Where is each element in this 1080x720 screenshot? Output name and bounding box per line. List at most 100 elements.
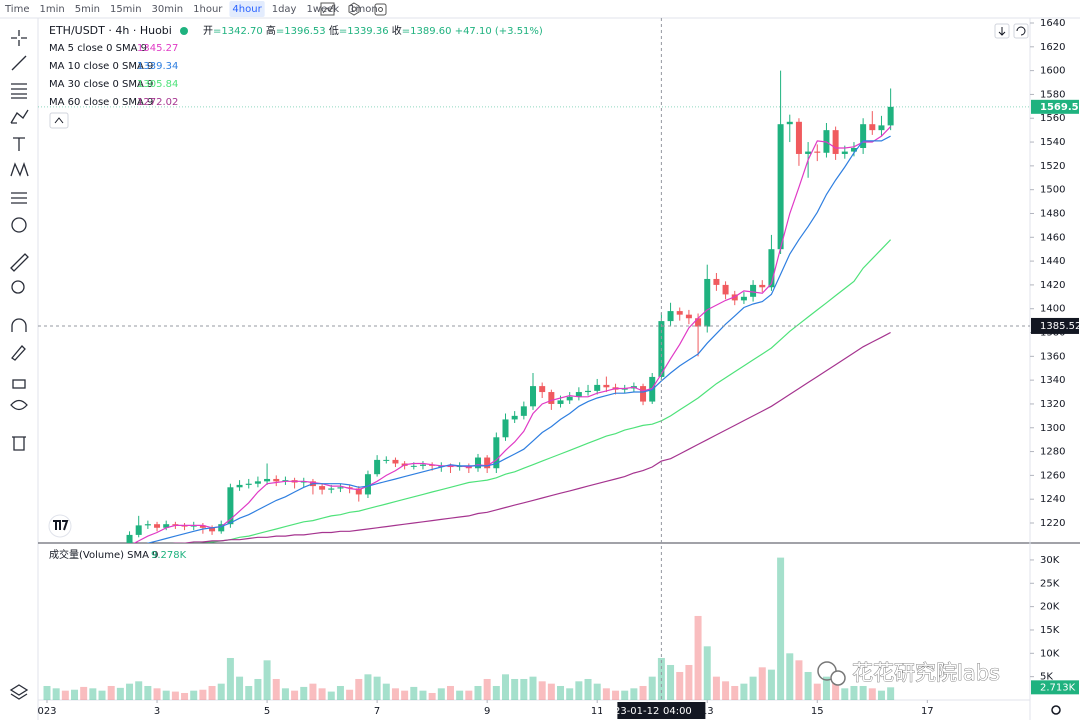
lock-tool[interactable]	[12, 379, 26, 389]
crosshair-tool[interactable]	[11, 30, 27, 46]
volume-bar	[135, 681, 143, 700]
interval-button[interactable]: 1week	[306, 4, 339, 15]
ruler-tool[interactable]	[10, 253, 29, 272]
candle-body	[264, 478, 271, 482]
ma-line	[181, 239, 892, 543]
emoji-tool[interactable]	[11, 217, 27, 233]
prediction-tool[interactable]	[11, 192, 27, 204]
y-tick-label: 1260	[1040, 470, 1065, 481]
volume-bar	[217, 683, 225, 700]
candle-body	[768, 249, 775, 288]
candle-body	[676, 311, 683, 315]
candle-body	[805, 151, 812, 154]
candle-body	[795, 121, 802, 154]
text-tool[interactable]	[13, 137, 25, 151]
magnet-tool[interactable]	[11, 318, 27, 332]
lock-drawing-tool[interactable]	[11, 345, 26, 361]
volume-bar	[382, 683, 390, 700]
readout-value: =1389.60	[402, 26, 452, 37]
volume-bar	[254, 678, 262, 700]
volume-bar	[98, 690, 106, 700]
y-tick-label: 1580	[1040, 89, 1065, 100]
y-tick-label: 1460	[1040, 232, 1065, 243]
legend-name: MA 30 close 0 SMA 9	[49, 79, 153, 90]
icon	[351, 6, 357, 12]
candle-body	[539, 386, 546, 393]
refresh-button[interactable]	[1013, 23, 1029, 39]
x-tick-label: 7	[374, 706, 380, 717]
pattern-tool[interactable]	[10, 162, 29, 177]
candle-body	[786, 121, 793, 125]
interval-button[interactable]: 30min	[152, 4, 184, 15]
legend: ETH/USDT · 4h · Huobi 开=1342.70 高=1396.5…	[49, 24, 543, 561]
y-tick-label: 1280	[1040, 447, 1065, 458]
x-tick-label: 13	[701, 706, 714, 717]
candle-body	[419, 464, 426, 466]
interval-button[interactable]: 4hour	[232, 4, 262, 15]
volume-bar	[758, 667, 766, 700]
candle-body	[319, 486, 326, 490]
candle-body	[144, 524, 151, 526]
volume-bar	[153, 688, 161, 700]
interval-button[interactable]: 5min	[75, 4, 100, 15]
candle-body	[410, 465, 417, 467]
candle-body	[484, 457, 491, 469]
interval-button[interactable]: 1mon	[349, 4, 378, 15]
x-tick-label: 15	[811, 706, 824, 717]
volume-tick-label: 20K	[1040, 602, 1060, 613]
y-tick-label: 1620	[1040, 42, 1065, 53]
trendline-tool[interactable]	[11, 55, 27, 71]
legend-name: MA 60 close 0 SMA 9	[49, 97, 153, 108]
volume-bar	[171, 691, 179, 700]
candle-body	[126, 534, 133, 543]
visibility-tool[interactable]	[10, 399, 28, 411]
legend-name: MA 10 close 0 SMA 9	[49, 61, 153, 72]
interval-button[interactable]: 1min	[39, 4, 64, 15]
ma-line	[133, 126, 892, 543]
candle-body	[172, 524, 179, 526]
y-tick-label: 1520	[1040, 161, 1065, 172]
candle-body	[603, 384, 610, 388]
candle-body	[740, 296, 747, 301]
candle-body	[199, 525, 206, 528]
readout-key: 高	[266, 24, 276, 37]
volume-bars	[43, 557, 895, 700]
volume-bar	[557, 685, 565, 700]
candle-body	[704, 278, 711, 327]
icon	[54, 117, 64, 124]
collapse-legend-button[interactable]	[49, 112, 69, 129]
chart-type-button[interactable]	[320, 2, 335, 16]
volume-bar	[107, 685, 115, 700]
settings-gear[interactable]	[1051, 705, 1061, 715]
y-tick-label: 1400	[1040, 304, 1065, 315]
volume-bar	[226, 657, 234, 700]
layers-button[interactable]	[9, 684, 29, 700]
y-tick-label: 1320	[1040, 399, 1065, 410]
last-volume-label: 2.713K	[1040, 682, 1076, 693]
settings-button[interactable]	[348, 2, 360, 16]
interval-button[interactable]: Time	[4, 4, 29, 15]
candle-body	[364, 474, 371, 495]
interval-button[interactable]: 1hour	[193, 4, 223, 15]
volume-tick-label: 10K	[1040, 648, 1060, 659]
delete-tool[interactable]	[12, 436, 26, 451]
fullscreen-button[interactable]	[374, 3, 387, 16]
volume-bar	[291, 690, 299, 700]
interval-button[interactable]: 15min	[110, 4, 142, 15]
legend-value: 1339.34	[137, 61, 178, 72]
interval-button[interactable]: 1day	[272, 4, 297, 15]
candle-body	[869, 124, 876, 131]
volume-bar	[364, 674, 372, 700]
y-tick-label: 1240	[1040, 494, 1065, 505]
y-tick-label: 1420	[1040, 280, 1065, 291]
candle-body	[850, 148, 857, 152]
candle-body	[502, 419, 509, 438]
volume-bar	[511, 678, 519, 700]
fib-tool[interactable]	[11, 83, 27, 99]
brush-tool[interactable]	[10, 109, 29, 124]
volume-bar	[465, 690, 473, 700]
volume-bar	[190, 690, 198, 700]
volume-bar	[300, 686, 308, 700]
zoom-tool[interactable]	[11, 280, 25, 294]
candle-body	[154, 524, 161, 528]
